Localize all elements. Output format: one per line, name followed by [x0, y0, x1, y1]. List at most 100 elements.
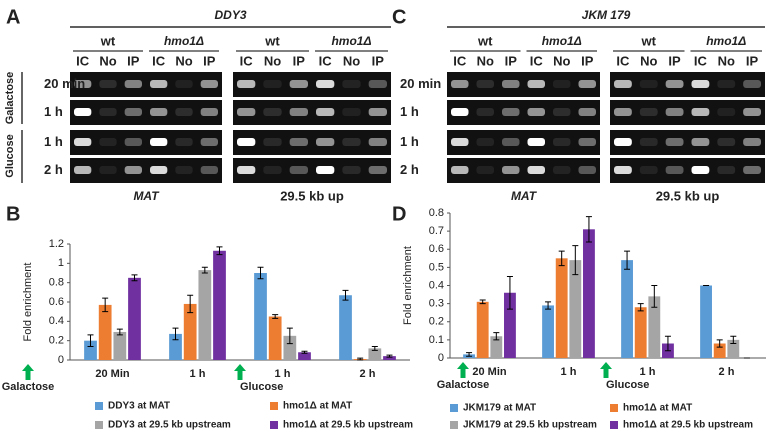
gel-band [476, 108, 494, 116]
gel-band [200, 80, 218, 88]
y-axis-label: Fold enrichment [22, 263, 34, 342]
bar [183, 303, 197, 360]
bar [383, 356, 396, 360]
row-label: 1 h [400, 134, 419, 149]
locus-label: MAT [511, 189, 538, 203]
bar [583, 229, 595, 358]
group-label: wt [477, 33, 493, 48]
gel-band [74, 166, 92, 174]
legend-swatch [95, 402, 103, 410]
bar [268, 316, 282, 360]
gel-band [476, 166, 494, 174]
gel-image [447, 158, 600, 183]
y-tick-label: 0.6 [429, 243, 444, 255]
error-bar [545, 301, 552, 310]
annotation: Galactose [437, 379, 490, 391]
error-bar [216, 246, 223, 256]
legend-swatch [610, 404, 618, 412]
gel-band [665, 138, 684, 146]
gel-band [691, 108, 710, 116]
lane-label: IC [319, 53, 333, 68]
gel-band [263, 80, 282, 88]
gel-band [289, 166, 308, 174]
gel-band [451, 166, 469, 174]
gel-band [74, 108, 92, 116]
gel-band [74, 138, 92, 146]
bar [198, 270, 212, 360]
y-tick-label: 0.8 [429, 207, 444, 219]
y-tick-label: 0.1 [429, 334, 444, 346]
gel-image [610, 130, 765, 155]
bar [128, 277, 141, 360]
gel-band [527, 138, 545, 146]
gel-band [200, 138, 218, 146]
bar [504, 292, 516, 358]
bar [283, 335, 297, 360]
gel-image [70, 130, 222, 155]
group-label: wt [264, 33, 280, 48]
gel-band [316, 138, 335, 146]
gel-band [150, 138, 168, 146]
lane-label: IC [530, 53, 544, 68]
error-bar [651, 285, 658, 308]
gel-image [610, 100, 765, 125]
error-bar [201, 266, 208, 274]
gel-band [237, 138, 256, 146]
legend-label: hmo1Δ at 29.5 kb upstream [283, 420, 413, 431]
arrow [234, 364, 246, 380]
y-tick-label: 0.4 [429, 279, 444, 291]
gel-band [99, 138, 117, 146]
lane-label: No [477, 53, 494, 68]
legend-swatch [270, 421, 278, 429]
gel-band [99, 166, 117, 174]
gel-band [614, 80, 632, 88]
lane-label: IP [668, 53, 681, 68]
gel-band [614, 138, 632, 146]
lane-label: IP [746, 53, 759, 68]
gel-band [263, 166, 282, 174]
gel-image [447, 130, 600, 155]
error-bar [637, 303, 644, 312]
gel-band [665, 166, 684, 174]
gel-band [150, 80, 168, 88]
gel-band [200, 108, 218, 116]
gel-band [150, 108, 168, 116]
error-bar [87, 334, 94, 347]
gel-band [743, 80, 761, 88]
gel-band [124, 166, 142, 174]
locus-label: MAT [133, 189, 160, 203]
error-bar [272, 314, 279, 319]
gel-image [233, 130, 391, 155]
x-tick-label: 1 h [561, 366, 577, 378]
error-bar [506, 275, 513, 310]
bar [490, 336, 503, 358]
y-tick-label: 0.2 [429, 316, 444, 328]
gel-band [527, 108, 545, 116]
lane-label: IC [152, 53, 166, 68]
gel-band [527, 80, 545, 88]
gel-band [237, 80, 256, 88]
legend-swatch [95, 421, 103, 429]
gel-band [639, 108, 658, 116]
x-tick-label: 20 Min [472, 366, 507, 378]
error-bar [116, 328, 123, 336]
lane-label: IP [127, 53, 140, 68]
lane-label: IC [76, 53, 90, 68]
gel-band [743, 138, 761, 146]
gel-title: JKM 179 [582, 8, 631, 22]
gel-image [70, 100, 222, 125]
gel-band [502, 80, 520, 88]
gel-band [368, 108, 387, 116]
legend-label: JKM179 at MAT [463, 403, 536, 414]
legend-swatch [450, 421, 458, 429]
gel-band [553, 166, 571, 174]
error-bar [479, 299, 486, 305]
error-bar [466, 352, 473, 357]
row-label: 2 h [400, 162, 419, 177]
gel-band [99, 108, 117, 116]
error-bar [386, 354, 393, 358]
lane-label: No [718, 53, 735, 68]
x-tick-label: 2 h [360, 368, 376, 380]
error-bar [716, 339, 723, 348]
